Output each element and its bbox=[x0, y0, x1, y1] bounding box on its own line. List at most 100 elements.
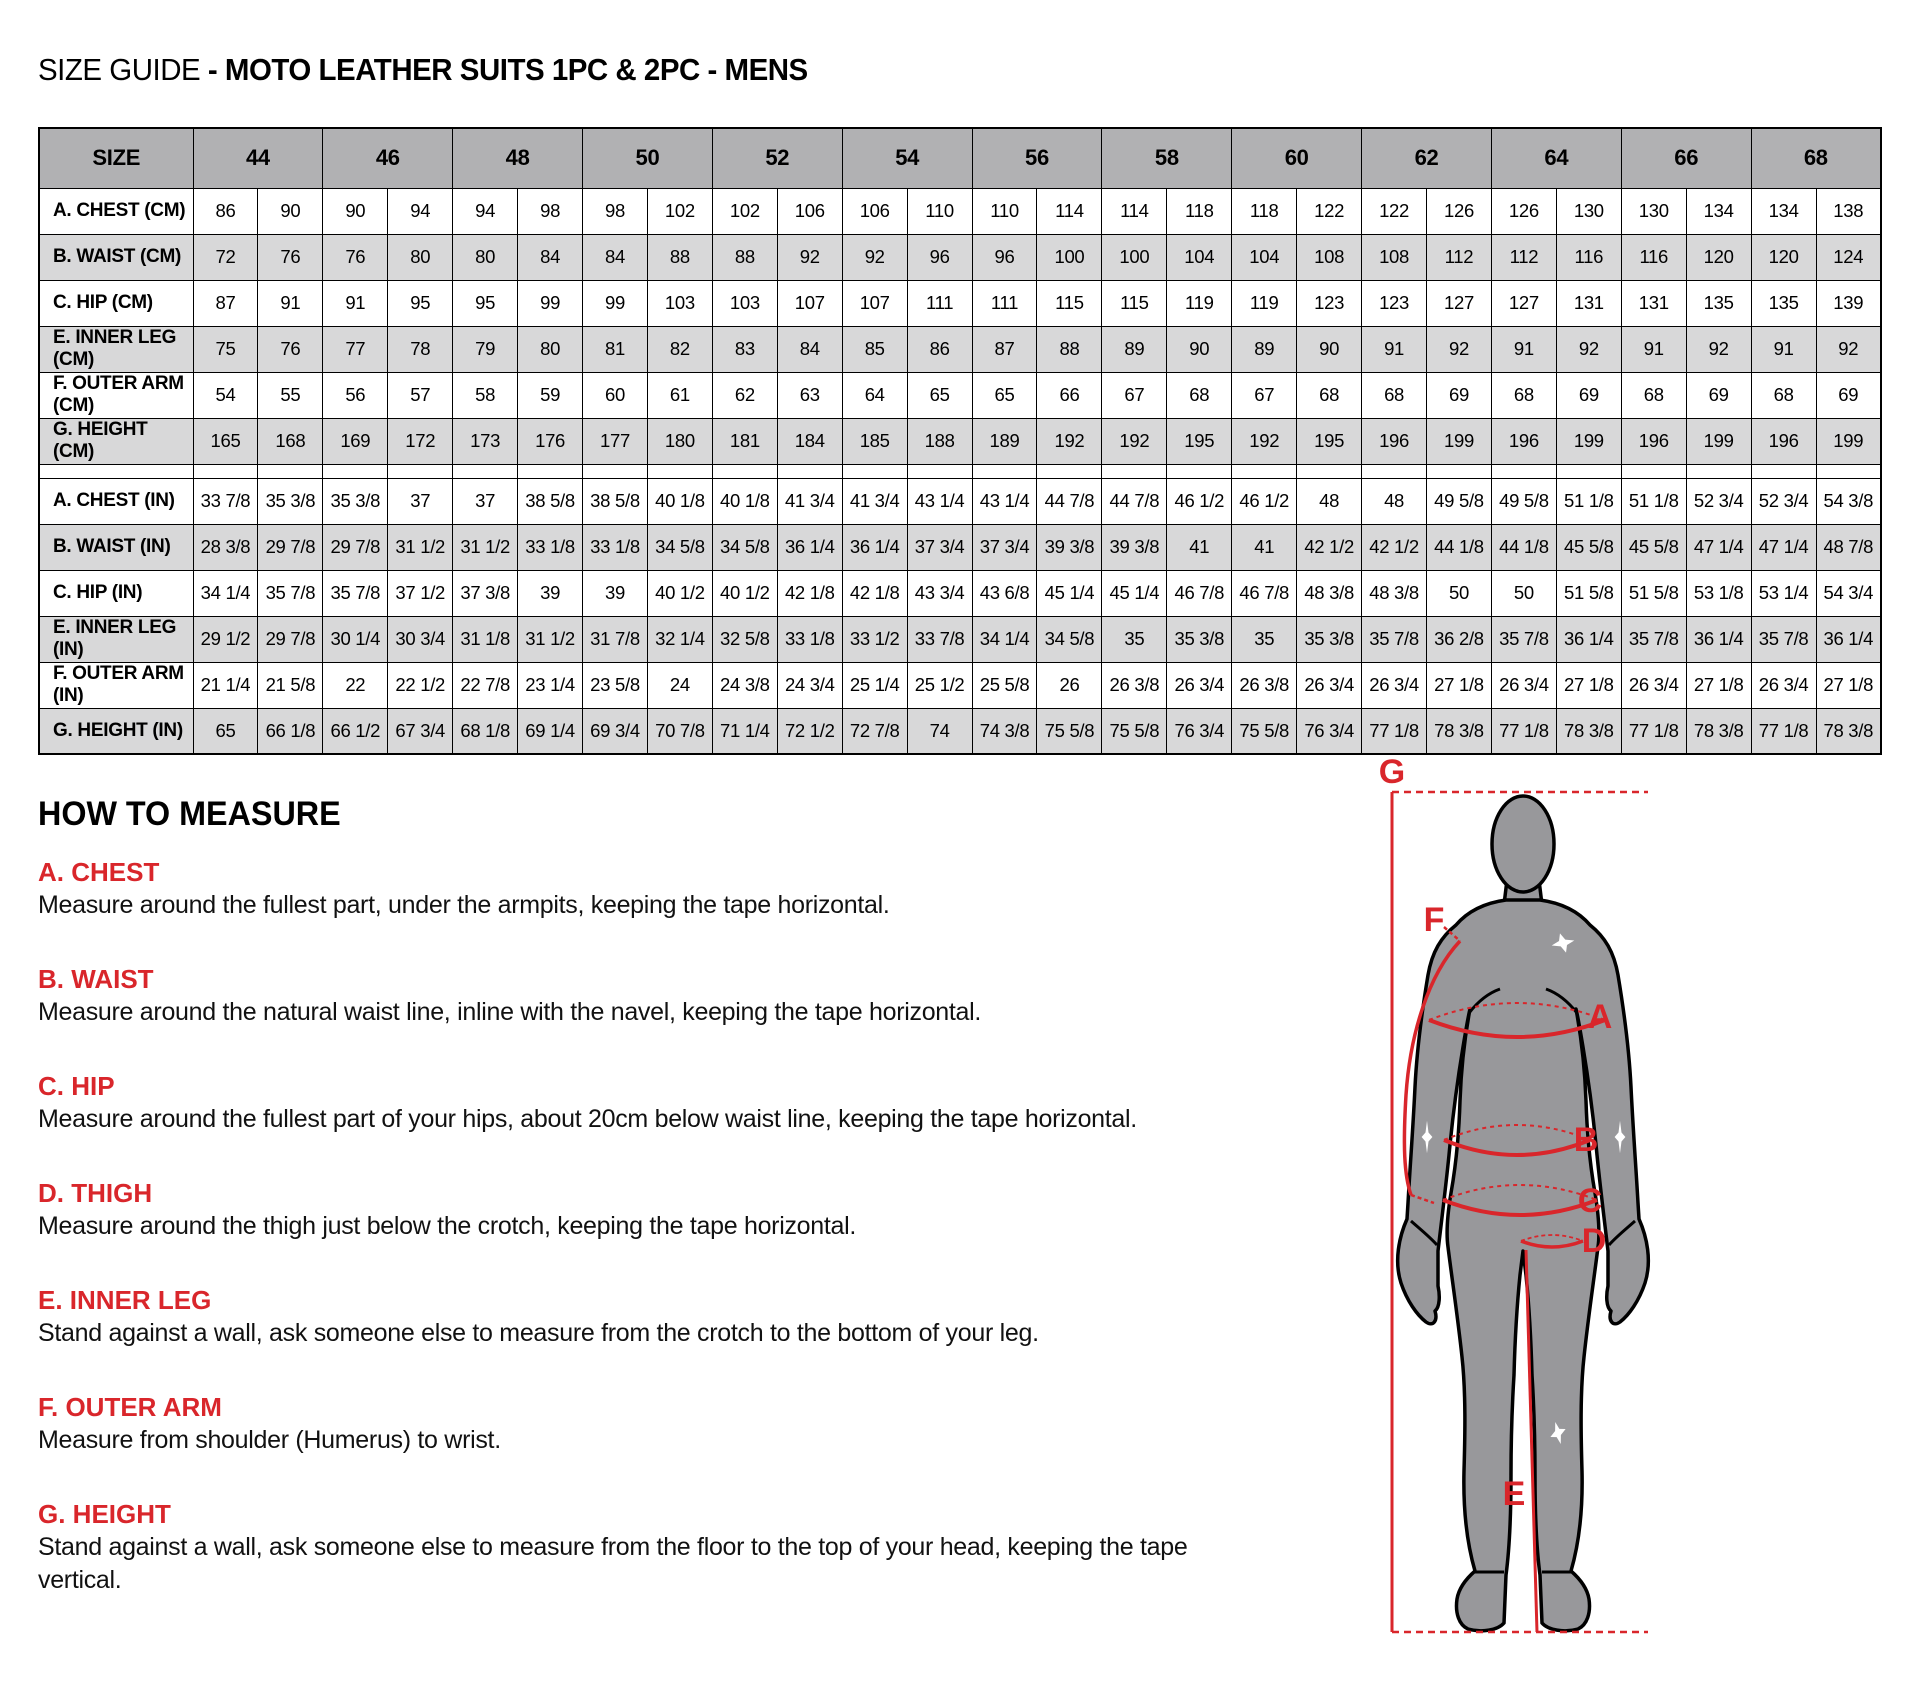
size-value-cell: 33 7/8 bbox=[192, 477, 259, 525]
size-value-cell: 29 7/8 bbox=[257, 523, 324, 571]
measure-section-outer-arm: F. OUTER ARM Measure from shoulder (Hume… bbox=[38, 1391, 1198, 1457]
size-value-cell: 41 3/4 bbox=[776, 477, 843, 525]
size-value-cell: 110 bbox=[906, 187, 973, 235]
size-value-cell: 26 3/4 bbox=[1750, 661, 1817, 709]
size-value-cell: 70 7/8 bbox=[646, 707, 713, 755]
table-row: F. OUTER ARM (IN) 21 1/4 21 5/8 22 22 1/2 22 … bbox=[38, 661, 1882, 709]
size-value-cell: 84 bbox=[776, 325, 843, 373]
figure-label-a: A bbox=[1588, 998, 1613, 1036]
size-value-cell: 196 bbox=[1750, 417, 1817, 465]
size-value-cell: 66 bbox=[1036, 371, 1103, 419]
size-value-cell: 36 2/8 bbox=[1426, 615, 1492, 663]
size-value-cell: 31 1/8 bbox=[452, 615, 519, 663]
size-value-cell: 23 1/4 bbox=[517, 661, 584, 709]
size-value-cell: 40 1/8 bbox=[711, 477, 778, 525]
size-value-cell: 41 bbox=[1231, 523, 1298, 571]
size-column-header: 64 bbox=[1490, 127, 1622, 189]
size-value-cell: 35 3/8 bbox=[1166, 615, 1233, 663]
size-value-cell: 37 1/2 bbox=[387, 569, 454, 617]
size-value-cell: 65 bbox=[192, 707, 259, 755]
row-label: F. OUTER ARM (IN) bbox=[38, 661, 194, 709]
page-title-light: SIZE GUIDE bbox=[38, 52, 208, 87]
figure-label-b: B bbox=[1574, 1121, 1599, 1159]
size-value-cell: 107 bbox=[841, 279, 908, 327]
row-label: C. HIP (IN) bbox=[38, 569, 194, 617]
size-value-cell: 76 bbox=[322, 233, 389, 281]
measure-section-text: Stand against a wall, ask someone else t… bbox=[38, 1319, 1039, 1347]
table-row: G. HEIGHT (CM) 165 168 169 172 173 176 177 180 18… bbox=[38, 417, 1882, 465]
row-label: G. HEIGHT (CM) bbox=[38, 417, 194, 465]
size-value-cell: 91 bbox=[1620, 325, 1687, 373]
size-value-cell: 199 bbox=[1685, 417, 1752, 465]
size-table: SIZE 44 46 48 50 52 54 56 58 60 62 64 66 68 A. CHEST … bbox=[38, 127, 1882, 755]
table-row: A. CHEST (CM) 86 90 90 94 94 98 98 102 102 106 106 1… bbox=[38, 187, 1882, 235]
size-value-cell: 36 1/4 bbox=[1685, 615, 1752, 663]
size-column-header: 58 bbox=[1101, 127, 1233, 189]
size-value-cell: 106 bbox=[841, 187, 908, 235]
size-value-cell: 79 bbox=[452, 325, 519, 373]
size-value-cell: 185 bbox=[841, 417, 908, 465]
size-value-cell: 100 bbox=[1036, 233, 1103, 281]
row-label: B. WAIST (IN) bbox=[38, 523, 194, 571]
page-title: SIZE GUIDE - MOTO LEATHER SUITS 1PC & 2P… bbox=[38, 52, 808, 88]
size-value-cell: 71 1/4 bbox=[711, 707, 778, 755]
size-value-cell: 34 1/4 bbox=[192, 569, 259, 617]
size-value-cell: 44 1/8 bbox=[1426, 523, 1492, 571]
size-value-cell: 69 bbox=[1685, 371, 1752, 419]
size-value-cell: 85 bbox=[841, 325, 908, 373]
size-value-cell: 92 bbox=[1685, 325, 1752, 373]
size-value-cell: 91 bbox=[257, 279, 324, 327]
size-value-cell: 47 1/4 bbox=[1685, 523, 1752, 571]
size-value-cell: 102 bbox=[646, 187, 713, 235]
size-column-header: 66 bbox=[1620, 127, 1752, 189]
size-value-cell: 27 1/8 bbox=[1555, 661, 1622, 709]
size-value-cell: 41 3/4 bbox=[841, 477, 908, 525]
size-value-cell: 26 3/8 bbox=[1231, 661, 1298, 709]
size-value-cell: 22 1/2 bbox=[387, 661, 454, 709]
wrist-line-right bbox=[1607, 1219, 1636, 1246]
size-value-cell: 43 6/8 bbox=[971, 569, 1038, 617]
size-value-cell: 60 bbox=[582, 371, 648, 419]
separator-row bbox=[38, 463, 1882, 479]
how-to-measure-heading: HOW TO MEASURE bbox=[38, 795, 341, 833]
table-row: E. INNER LEG (IN) 29 1/2 29 7/8 30 1/4 30 3/… bbox=[38, 615, 1882, 663]
size-value-cell: 69 3/4 bbox=[582, 707, 648, 755]
size-value-cell: 68 bbox=[1361, 371, 1428, 419]
measure-section-chest: A. CHEST Measure around the fullest part… bbox=[38, 856, 1198, 922]
size-value-cell: 91 bbox=[1361, 325, 1428, 373]
size-value-cell: 68 bbox=[1166, 371, 1233, 419]
thigh-ellipse-dashed bbox=[1520, 1234, 1584, 1242]
size-value-cell: 199 bbox=[1426, 417, 1492, 465]
size-value-cell: 36 1/4 bbox=[1555, 615, 1622, 663]
size-value-cell: 168 bbox=[257, 417, 324, 465]
size-value-cell: 108 bbox=[1361, 233, 1428, 281]
size-value-cell: 35 bbox=[1231, 615, 1298, 663]
size-value-cell: 45 1/4 bbox=[1101, 569, 1168, 617]
how-to-measure-sections: A. CHEST Measure around the fullest part… bbox=[38, 856, 1198, 1638]
measure-section-label: G. HEIGHT bbox=[38, 1499, 171, 1529]
row-label: C. HIP (CM) bbox=[38, 279, 194, 327]
size-value-cell: 42 1/8 bbox=[776, 569, 843, 617]
size-value-cell: 116 bbox=[1620, 233, 1687, 281]
size-value-cell: 69 bbox=[1555, 371, 1622, 419]
size-value-cell: 52 3/4 bbox=[1685, 477, 1752, 525]
row-label: F. OUTER ARM (CM) bbox=[38, 371, 194, 419]
size-value-cell: 135 bbox=[1750, 279, 1817, 327]
size-value-cell: 114 bbox=[1036, 187, 1103, 235]
size-value-cell: 26 bbox=[1036, 661, 1103, 709]
measure-section-label: E. INNER LEG bbox=[38, 1285, 212, 1315]
size-value-cell: 87 bbox=[971, 325, 1038, 373]
size-value-cell: 27 1/8 bbox=[1815, 661, 1882, 709]
size-column-header: 60 bbox=[1231, 127, 1363, 189]
size-value-cell: 92 bbox=[1815, 325, 1882, 373]
size-value-cell: 35 7/8 bbox=[322, 569, 389, 617]
size-value-cell: 94 bbox=[387, 187, 454, 235]
size-value-cell: 181 bbox=[711, 417, 778, 465]
size-value-cell: 114 bbox=[1101, 187, 1168, 235]
size-value-cell: 139 bbox=[1815, 279, 1882, 327]
size-column-header: 52 bbox=[711, 127, 843, 189]
size-value-cell: 82 bbox=[646, 325, 713, 373]
size-value-cell: 74 3/8 bbox=[971, 707, 1038, 755]
size-value-cell: 131 bbox=[1555, 279, 1622, 327]
size-value-cell: 42 1/2 bbox=[1361, 523, 1428, 571]
